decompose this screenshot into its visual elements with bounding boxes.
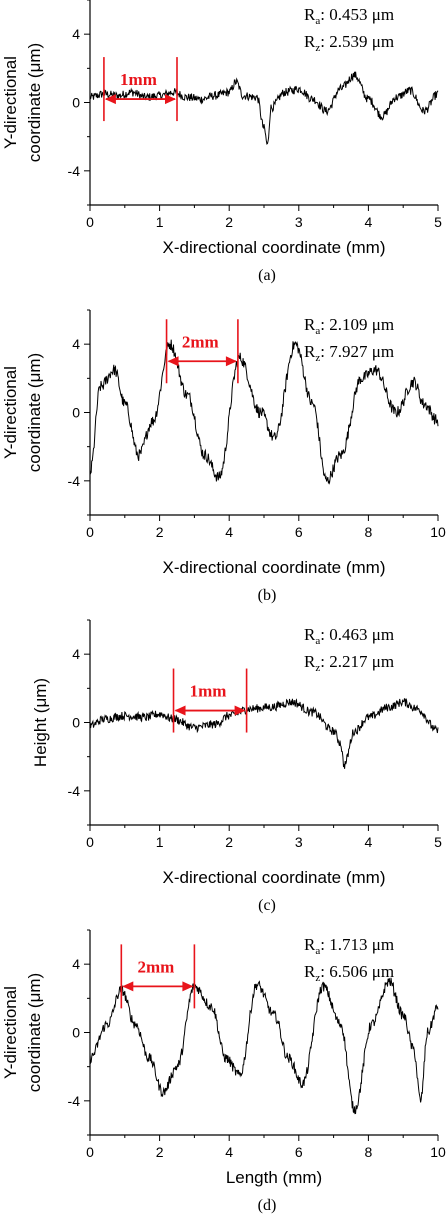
chart-panel-3: -4 0 4 0 1 2 3 4 5 X-directional coordinate (mm) H…	[31, 619, 442, 914]
x-tick-label: 2	[225, 214, 233, 230]
x-tick-label: 8	[365, 1144, 373, 1160]
y-axis-label: Height (μm)	[31, 678, 50, 767]
x-tick-label: 0	[86, 834, 94, 850]
annotation-label: 1mm	[190, 682, 227, 701]
y-tick-label: 4	[72, 956, 80, 972]
x-tick-label: 0	[86, 1144, 94, 1160]
stat-a: Ra: 2.109 μm	[304, 315, 394, 337]
stat-a: Ra: 1.713 μm	[304, 935, 394, 957]
annotation-arrowhead-right	[225, 356, 237, 367]
y-axis-label-line2: coordinate (μm)	[25, 43, 44, 162]
annotation-arrowhead-left	[122, 981, 134, 992]
profile-line	[89, 697, 439, 769]
y-tick-label: -4	[68, 473, 81, 489]
x-axis-label: X-directional coordinate (mm)	[163, 868, 386, 887]
x-tick-label: 4	[225, 524, 233, 540]
y-tick-label: -4	[68, 163, 81, 179]
y-tick-label: -4	[68, 783, 81, 799]
panel-caption: (d)	[258, 1197, 277, 1214]
x-axis-label: Length (mm)	[226, 1168, 322, 1187]
x-tick-label: 5	[434, 214, 442, 230]
x-tick-label: 4	[365, 834, 373, 850]
x-tick-label: 6	[295, 1144, 303, 1160]
y-axis-label-line1: Y-directional	[1, 366, 20, 459]
x-tick-label: 4	[225, 1144, 233, 1160]
y-tick-label: 4	[72, 646, 80, 662]
x-tick-label: 4	[365, 214, 373, 230]
y-tick-label: 4	[72, 26, 80, 42]
x-axis-label: X-directional coordinate (mm)	[163, 558, 386, 577]
profile-line	[89, 71, 439, 145]
y-tick-label: 0	[72, 715, 80, 731]
x-tick-label: 3	[295, 214, 303, 230]
y-tick-label: 0	[72, 95, 80, 111]
panel-caption: (a)	[258, 267, 276, 284]
stat-a: Ra: 0.463 μm	[304, 625, 394, 647]
x-tick-label: 2	[156, 1144, 164, 1160]
y-tick-label: 0	[72, 1025, 80, 1041]
x-tick-label: 1	[156, 834, 164, 850]
annotation-arrowhead-right	[165, 94, 176, 105]
annotation-label: 1mm	[120, 70, 157, 89]
y-tick-label: 4	[72, 336, 80, 352]
x-tick-label: 6	[295, 524, 303, 540]
annotation-arrowhead-right	[234, 705, 246, 716]
y-axis-label-line2: coordinate (μm)	[25, 973, 44, 1092]
annotation-label: 2mm	[137, 957, 174, 976]
y-axis-label-line2: coordinate (μm)	[25, 353, 44, 472]
chart-panel-4: -4 0 4 0 2 4 6 8 10 Length (mm) Y-directional coord…	[1, 929, 446, 1214]
y-axis-label-line1: Y-directional	[1, 986, 20, 1079]
stat-z: Rz: 6.506 μm	[304, 962, 394, 984]
x-tick-label: 0	[86, 524, 94, 540]
stat-z: Rz: 2.217 μm	[304, 652, 394, 674]
x-tick-label: 0	[86, 214, 94, 230]
y-axis-label-line1: Y-directional	[1, 56, 20, 149]
annotation-arrowhead-left	[167, 356, 179, 367]
x-tick-label: 1	[156, 214, 164, 230]
profile-line	[89, 977, 439, 1115]
x-tick-label: 8	[365, 524, 373, 540]
annotation-arrowhead-left	[104, 94, 116, 105]
stat-a: Ra: 0.453 μm	[304, 5, 394, 27]
x-axis-label: X-directional coordinate (mm)	[163, 238, 386, 257]
panel-caption: (c)	[258, 897, 276, 914]
x-tick-label: 2	[225, 834, 233, 850]
annotation-label: 2mm	[182, 332, 219, 351]
x-tick-label: 10	[430, 524, 446, 540]
chart-panel-2: -4 0 4 0 2 4 6 8 10 X-directional coordinate (mm)…	[1, 309, 446, 604]
y-tick-label: -4	[68, 1093, 81, 1109]
profile-line	[89, 339, 439, 485]
x-tick-label: 5	[434, 834, 442, 850]
y-tick-label: 0	[72, 405, 80, 421]
annotation-arrowhead-right	[182, 981, 194, 992]
stat-z: Rz: 2.539 μm	[304, 32, 394, 54]
chart-panel-1: -4 0 4 0 1 2 3 4 5 X-directional coordinate (mm) Y…	[1, 0, 442, 284]
stat-z: Rz: 7.927 μm	[304, 342, 394, 364]
x-tick-label: 10	[430, 1144, 446, 1160]
x-tick-label: 3	[295, 834, 303, 850]
x-tick-label: 2	[156, 524, 164, 540]
panel-caption: (b)	[258, 587, 277, 604]
annotation-arrowhead-left	[174, 705, 186, 716]
